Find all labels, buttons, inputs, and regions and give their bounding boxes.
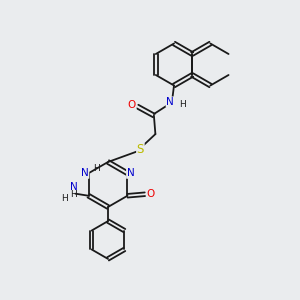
Text: N: N	[70, 182, 78, 192]
Text: H: H	[179, 100, 185, 109]
Text: O: O	[147, 189, 155, 199]
Text: N: N	[166, 97, 174, 107]
Text: N: N	[81, 168, 89, 178]
Text: S: S	[137, 143, 144, 156]
Text: H: H	[94, 164, 100, 173]
Text: N: N	[127, 168, 134, 178]
Text: H: H	[61, 194, 68, 203]
Text: H: H	[70, 190, 77, 199]
Text: O: O	[128, 100, 136, 110]
